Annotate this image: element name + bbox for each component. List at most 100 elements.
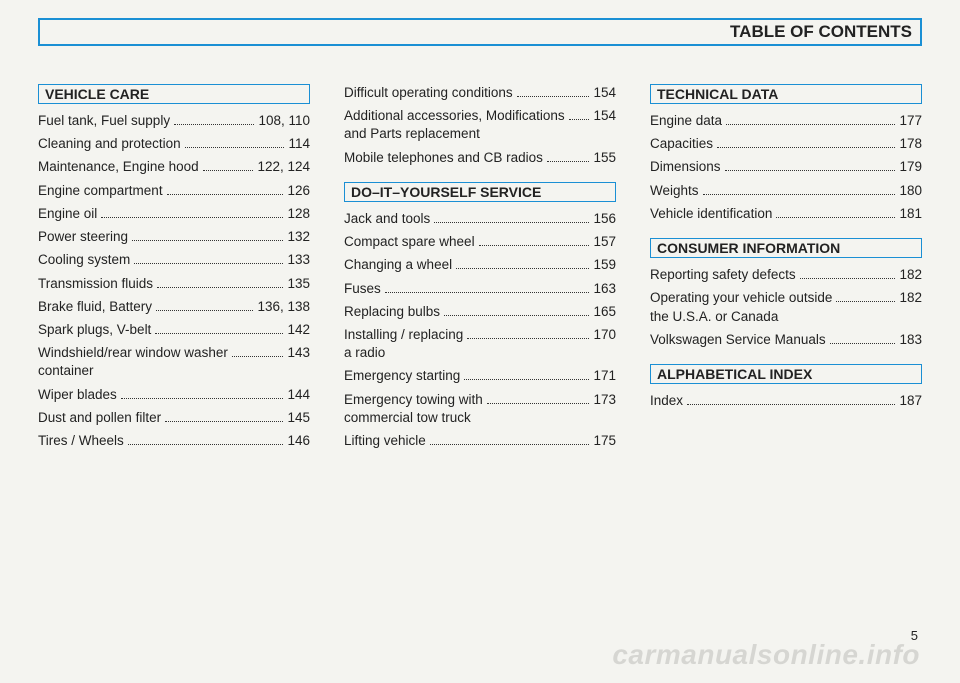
toc-entry-page: 154 [593,107,616,125]
watermark: carmanualsonline.info [612,639,920,671]
toc-entry: Engine compartment126 [38,182,310,200]
toc-entry-page: 177 [899,112,922,130]
toc-entry: Compact spare wheel157 [344,233,616,251]
toc-leader-dots [726,114,895,125]
toc-entry-page: 154 [593,84,616,102]
toc-entry-page: 136, 138 [257,298,310,316]
toc-entry-label: Fuel tank, Fuel supply [38,112,170,130]
toc-leader-dots [232,346,284,357]
toc-entry-label: Additional accessories, Modifications an… [344,107,565,143]
toc-entry: Capacities178 [650,135,922,153]
toc-entry-page: 128 [287,205,310,223]
toc-entry-label: Power steering [38,228,128,246]
toc-column: TECHNICAL DATAEngine data177Capacities17… [650,84,922,455]
toc-leader-dots [703,184,896,195]
toc-entry-page: 146 [287,432,310,450]
toc-entry: Emergency towing with commercial tow tru… [344,391,616,427]
toc-entry: Engine data177 [650,112,922,130]
toc-entry-label: Transmission fluids [38,275,153,293]
page-content: TABLE OF CONTENTS VEHICLE CAREFuel tank,… [38,18,922,633]
toc-entry-page: 135 [287,275,310,293]
section-heading: CONSUMER INFORMATION [650,238,922,258]
toc-entry-page: 173 [593,391,616,409]
toc-entry-label: Installing / replacing a radio [344,326,463,362]
toc-leader-dots [717,137,895,148]
toc-entry-label: Emergency starting [344,367,460,385]
toc-entry-page: 180 [899,182,922,200]
toc-entry-page: 133 [287,251,310,269]
toc-entry: Fuses163 [344,280,616,298]
toc-leader-dots [547,151,590,162]
toc-entry-page: 187 [899,392,922,410]
toc-entry: Index 187 [650,392,922,410]
page-title: TABLE OF CONTENTS [38,18,922,46]
toc-entry-label: Windshield/rear window washer container [38,344,228,380]
toc-entry-page: 171 [593,367,616,385]
toc-entry-page: 163 [593,280,616,298]
toc-entry: Installing / replacing a radio 170 [344,326,616,362]
toc-leader-dots [467,328,589,339]
toc-leader-dots [121,388,284,399]
toc-leader-dots [776,207,895,218]
toc-entry-page: 144 [287,386,310,404]
toc-leader-dots [479,235,590,246]
toc-entry-label: Cleaning and protection [38,135,181,153]
toc-entry-label: Maintenance, Engine hood [38,158,199,176]
toc-leader-dots [464,370,589,381]
toc-entry-label: Lifting vehicle [344,432,426,450]
toc-entry-page: 132 [287,228,310,246]
toc-entry-page: 181 [899,205,922,223]
toc-entry-page: 170 [593,326,616,344]
toc-entry-page: 183 [899,331,922,349]
toc-entry-label: Weights [650,182,699,200]
toc-entry-label: Vehicle identification [650,205,772,223]
toc-entry: Transmission fluids 135 [38,275,310,293]
toc-leader-dots [487,393,590,404]
toc-entry: Additional accessories, Modifications an… [344,107,616,143]
toc-entry-label: Engine oil [38,205,97,223]
toc-entry: Changing a wheel159 [344,256,616,274]
toc-entry: Difficult operating conditions154 [344,84,616,102]
toc-entry-label: Index [650,392,683,410]
toc-entry-page: 156 [593,210,616,228]
toc-entry-page: 175 [593,432,616,450]
toc-leader-dots [165,411,283,422]
toc-entry: Lifting vehicle 175 [344,432,616,450]
toc-entry: Tires / Wheels146 [38,432,310,450]
toc-leader-dots [167,184,284,195]
toc-leader-dots [836,292,895,303]
toc-entry-page: 155 [593,149,616,167]
toc-entry: Jack and tools156 [344,210,616,228]
toc-leader-dots [687,394,895,405]
toc-entry-label: Wiper blades [38,386,117,404]
toc-leader-dots [203,161,254,172]
toc-entry-page: 179 [899,158,922,176]
toc-leader-dots [569,109,590,120]
toc-leader-dots [185,137,285,148]
toc-leader-dots [725,161,896,172]
toc-entry-page: 159 [593,256,616,274]
toc-leader-dots [430,434,590,445]
toc-leader-dots [155,323,283,334]
toc-columns: VEHICLE CAREFuel tank, Fuel supply108, 1… [38,84,922,455]
toc-entry: Power steering 132 [38,228,310,246]
toc-entry: Reporting safety defects182 [650,266,922,284]
toc-leader-dots [157,277,283,288]
toc-entry-label: Dust and pollen filter [38,409,161,427]
toc-entry-label: Mobile telephones and CB radios [344,149,543,167]
toc-entry-page: 142 [287,321,310,339]
section-heading: ALPHABETICAL INDEX [650,364,922,384]
toc-entry-label: Cooling system [38,251,130,269]
toc-entry-page: 157 [593,233,616,251]
toc-leader-dots [134,254,283,265]
toc-leader-dots [434,212,589,223]
toc-entry-label: Engine compartment [38,182,163,200]
toc-entry: Maintenance, Engine hood122, 124 [38,158,310,176]
toc-entry-page: 182 [899,266,922,284]
toc-entry-page: 145 [287,409,310,427]
toc-entry: Cleaning and protection114 [38,135,310,153]
toc-leader-dots [385,282,590,293]
toc-leader-dots [444,305,589,316]
toc-entry: Operating your vehicle outside the U.S.A… [650,289,922,325]
toc-entry-page: 182 [899,289,922,307]
